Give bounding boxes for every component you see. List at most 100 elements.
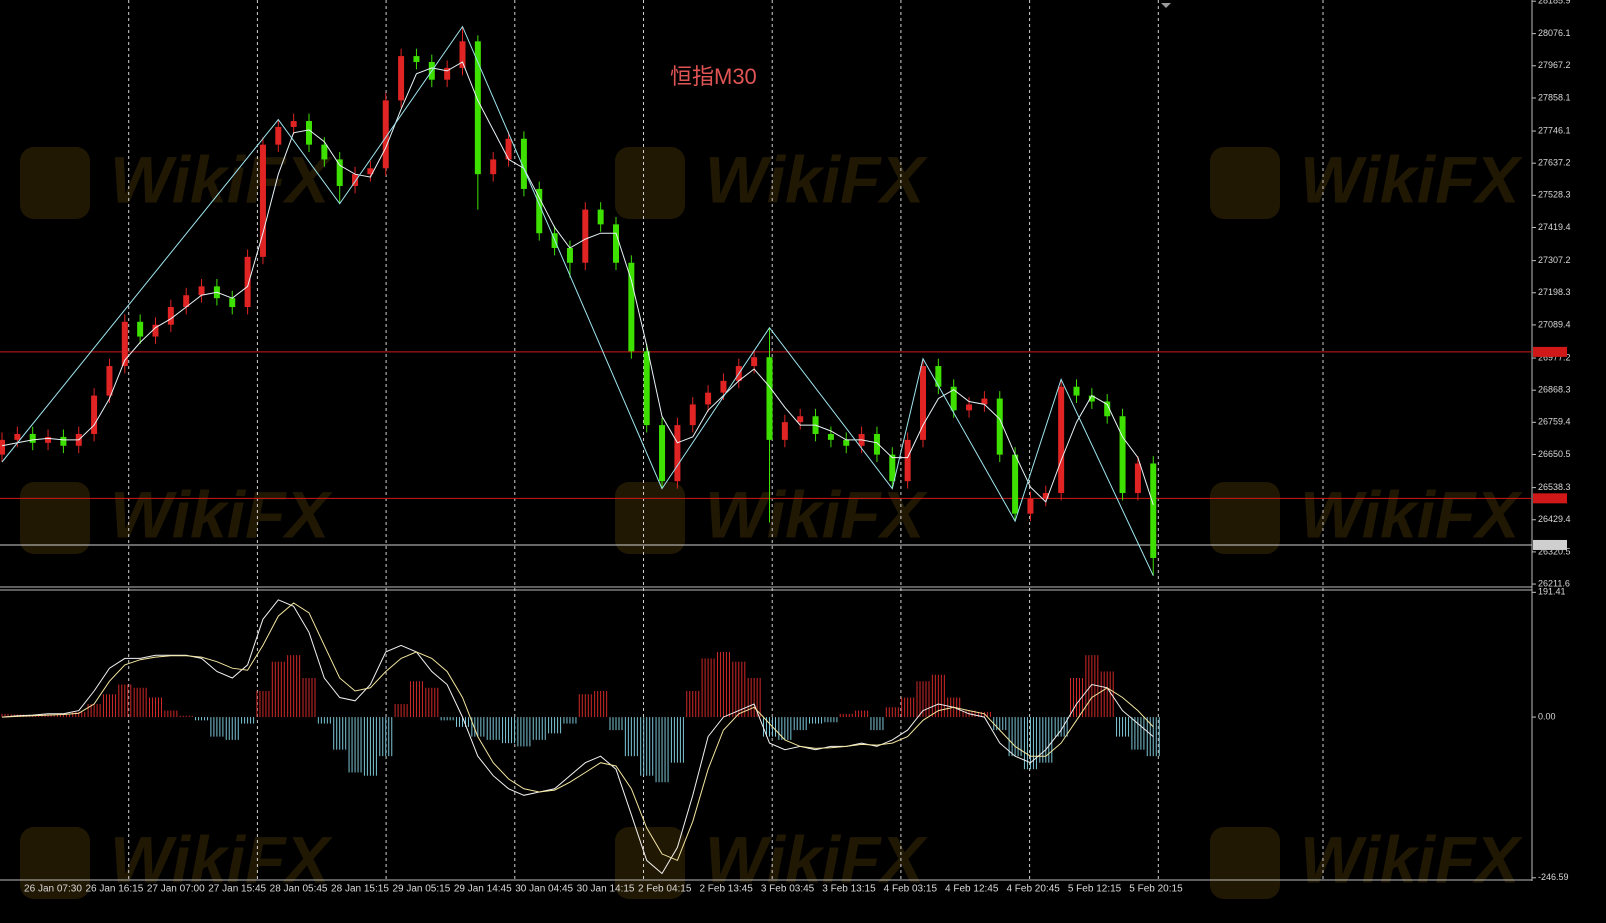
candle-body [198,286,205,296]
candle-body [536,188,543,234]
watermark: WikiFX [705,477,928,551]
candle-body [935,366,942,387]
watermark-logo [615,482,685,554]
x-tick-label: 4 Feb 12:45 [945,884,999,895]
zigzag [1,25,1154,576]
y-tick-label: 27858.1 [1538,92,1571,102]
candle-body [781,422,788,440]
chart-title: 恒指M30 [670,64,757,89]
candle-body [520,138,527,189]
x-tick-label: 26 Jan 16:15 [85,884,143,895]
y-tick-label: 28076.1 [1538,28,1571,38]
watermark: WikiFX [1300,142,1523,216]
candle-body [275,126,282,145]
level-marker [1533,346,1567,357]
candle-body [705,392,712,405]
y-tick-label: 27198.3 [1538,287,1571,297]
candle-body [91,395,98,434]
candle-body [1073,386,1080,396]
candle-body [336,159,343,186]
y-tick-label: 27528.3 [1538,190,1571,200]
candle-body [121,321,128,367]
candle-body [474,41,481,175]
candle-body [152,324,159,337]
candle-body [920,366,926,440]
candle-body [827,433,834,440]
candle-body [843,439,850,446]
candle-body [167,307,174,325]
candle-body [290,121,297,127]
candle-body [60,436,67,446]
x-tick-label: 5 Feb 12:15 [1068,884,1122,895]
watermark-logo [20,827,90,899]
x-tick-label: 29 Jan 05:15 [392,884,450,895]
y-tick-label: 26320.5 [1538,546,1571,556]
x-tick-label: 29 Jan 14:45 [454,884,512,895]
x-tick-label: 2 Feb 13:45 [699,884,753,895]
candle-body [244,256,251,308]
candle-body [1027,498,1034,514]
y-tick-label: 27089.4 [1538,319,1571,329]
macd-line [1,602,1154,862]
candle-body [106,366,113,396]
candle-body [981,398,988,405]
x-tick-label: 27 Jan 07:00 [147,884,205,895]
level-marker [1533,493,1567,504]
candle-body [0,439,5,455]
candle-body [14,433,21,440]
candle-body [766,357,773,440]
candle-body [643,351,650,426]
candle-body [444,67,451,80]
watermark: WikiFX [705,142,928,216]
y-tick-label: 26868.3 [1538,385,1571,395]
watermarks: WikiFX WikiFX WikiFX WikiFX WikiFX WikiFX Wiki… [20,142,1523,899]
candle-body [674,425,681,482]
candle-body [597,209,604,225]
y-tick-label: 26650.5 [1538,449,1571,459]
candle-body [352,174,359,186]
candle-body [720,380,727,393]
candle-body [1150,463,1157,558]
candle-body [751,357,758,367]
x-tick-label: 5 Feb 20:15 [1129,884,1183,895]
watermark: WikiFX [110,142,333,216]
y-tick-label: 27419.4 [1538,222,1571,232]
candle-body [505,138,512,160]
candle-body [137,321,144,337]
candle-body [966,404,973,411]
y-tick-label: 26211.6 [1538,578,1570,588]
watermark-logo [20,147,90,219]
x-tick-label: 30 Jan 04:45 [515,884,573,895]
watermark-logo [1210,482,1280,554]
level-marker [1533,539,1567,550]
watermark-logo [1210,827,1280,899]
candle-body [382,100,389,169]
y-tick-label: -246.59 [1538,872,1569,882]
candle-body [398,56,405,101]
candle-body [459,41,466,68]
y-tick-label: 27307.2 [1538,255,1571,265]
y-tick-label: 26538.3 [1538,482,1571,492]
x-tick-label: 27 Jan 15:45 [208,884,266,895]
candle-body [367,168,374,175]
watermark-logo [615,147,685,219]
candle-body [996,398,1003,455]
y-tick-label: 28185.9 [1538,0,1571,6]
watermark-logo [1210,147,1280,219]
x-tick-label: 2 Feb 04:15 [638,884,692,895]
candle-body [873,433,880,455]
candle-body [628,262,635,352]
y-tick-label: 26759.4 [1538,417,1571,427]
watermark: WikiFX [1300,822,1523,896]
moving-average [1,61,1154,505]
x-tick-label: 4 Feb 20:45 [1006,884,1060,895]
candle-body [321,144,328,160]
candle-body [1012,454,1019,514]
y-tick-label: 27746.1 [1538,125,1571,135]
candle-body [1134,463,1141,494]
candle-body [413,56,420,62]
candle-body [229,298,236,308]
watermark: WikiFX [705,822,928,896]
